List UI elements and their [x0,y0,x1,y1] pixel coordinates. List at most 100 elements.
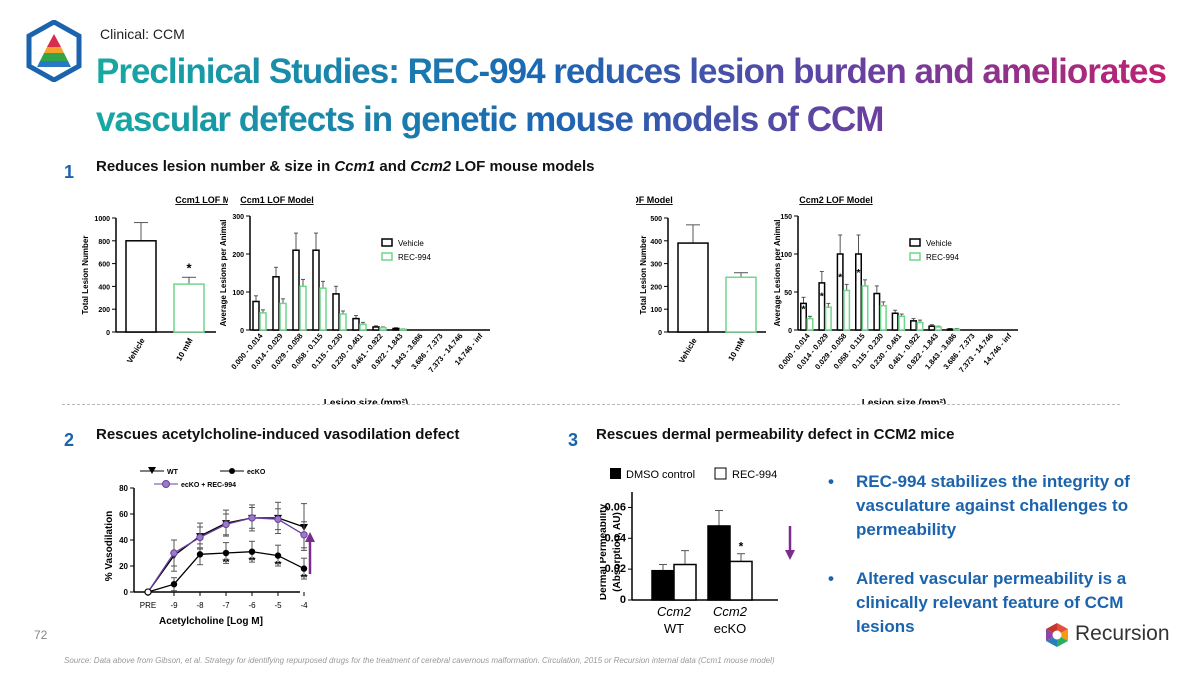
chart-group-title: Ccm2 LOF Model [799,195,873,205]
chart-group-title: Ccm2 LOF Model [636,195,673,205]
significance-marker: * [820,291,824,302]
y-axis-label: Average Lesions per Animal [773,220,782,327]
bar [855,253,862,331]
ccm2-total-lesion-chart: Ccm2 LOF Model 0 100 200 300 400 500 Total Lesi… [636,195,766,365]
y-tick-label: 0 [240,328,244,335]
data-point [248,548,256,555]
bullet-point: • Altered vascular permeability is a clin… [828,567,1158,639]
data-point [274,515,282,523]
page-title: Preclinical Studies: REC-994 reduces les… [96,48,1176,144]
section-1-text-b: and [375,158,411,175]
bar [824,306,832,331]
x-axis-label: Lesion size (mm²) [324,398,408,404]
bullet-point: • REC-994 stabilizes the integrity of vas… [828,470,1158,542]
bar [677,242,709,333]
data-point [222,549,230,557]
bar [934,326,942,331]
bar [332,293,340,331]
y-tick-label: 400 [650,239,662,246]
x-tick-label: -9 [170,601,178,610]
legend-label: ecKO [247,469,266,476]
legend-swatch [909,238,921,247]
bar [873,292,881,331]
bar [352,317,360,331]
bar [312,249,320,331]
y-tick-label: 150 [780,214,792,221]
bar [673,563,697,601]
y-tick-label: 0.02 [605,563,626,575]
significance-marker: * [186,260,192,275]
bar [392,327,400,331]
bar [339,313,347,331]
company-logo [26,20,82,82]
section-3-heading: Rescues dermal permeability defect in CC… [596,426,955,443]
x-axis-label: Acetylcholine [Log M] [159,616,263,627]
bar [125,240,157,333]
eyebrow-label: Clinical: CCM [100,26,185,42]
y-tick-label: 0 [788,328,792,335]
y-tick-label: 20 [119,562,128,571]
data-point [196,533,204,542]
key-points: • REC-994 stabilizes the integrity of vas… [828,470,1158,664]
legend-label: REC-994 [732,469,777,481]
bar [953,328,961,331]
x-tick-label: Vehicle [125,336,147,365]
x-tick-label: Vehicle [677,336,699,365]
significance-marker: ** [274,560,282,570]
y-tick-label: 100 [650,307,662,314]
y-axis-label: % Vasodilation [104,511,115,582]
y-tick-label: 50 [784,290,792,297]
x-axis-label: Lesion size (mm²) [862,398,946,404]
y-axis-label: (Absorption, AU) [612,512,623,592]
y-tick-label: 0 [620,594,626,606]
y-tick-label: 500 [650,216,662,223]
legend-swatch [714,467,727,480]
y-tick-label: 300 [232,214,244,221]
bullet-text: REC-994 stabilizes the integrity of vasc… [856,472,1130,539]
chart-group-title: Ccm1 LOF Model [240,195,314,205]
bar [173,283,205,333]
x-tick-label: -6 [248,601,256,610]
x-tick-label: -5 [274,601,282,610]
legend-swatch [381,252,393,261]
bar [879,304,887,331]
x-tick-label: 10 mM [726,336,746,362]
bar [836,253,844,331]
bullet-dot-icon: • [828,472,834,491]
x-tick-label-prefix: Ccm2 [657,604,692,619]
bar [928,325,936,331]
bar [272,276,280,331]
logo-pyramid-blue [37,61,71,67]
ccm1-total-lesion-chart: Ccm1 LOF Model 0 200 400 600 800 1000 Total Les… [81,195,228,365]
significance-marker: ** [300,573,308,583]
bar [861,285,869,331]
bar [259,312,267,331]
x-tick-label: WT [664,621,684,636]
section-2-number: 2 [64,430,75,450]
section-1-text-a: Reduces lesion number & size in [96,158,335,175]
data-point [144,588,152,596]
y-axis-label: Total Lesion Number [639,236,648,315]
bar [818,282,826,331]
x-tick-label: -7 [222,601,230,610]
y-axis-label: Dermal Permeability [600,503,609,600]
section-1-ccm1: Ccm1 [334,158,376,175]
data-point [300,565,308,572]
chart-group-title: Ccm1 LOF Model [175,195,228,205]
bar [279,302,287,331]
bar [725,276,757,333]
bullet-text: Altered vascular permeability is a clini… [856,569,1127,636]
bar [843,289,851,331]
legend-label: REC-994 [398,253,431,262]
y-tick-label: 600 [98,262,110,269]
y-tick-label: 0 [658,330,662,337]
y-tick-label: 100 [780,252,792,259]
x-tick-label: -8 [196,601,204,610]
bar [806,317,814,331]
y-axis-label: Average Lesions per Animal [219,220,228,327]
legend-swatch [381,238,393,247]
bar [898,315,906,331]
data-point [170,549,178,557]
ccm1-lesion-size-chart: Ccm1 LOF Model 0 100 200 300 Average Lesions … [219,195,490,404]
